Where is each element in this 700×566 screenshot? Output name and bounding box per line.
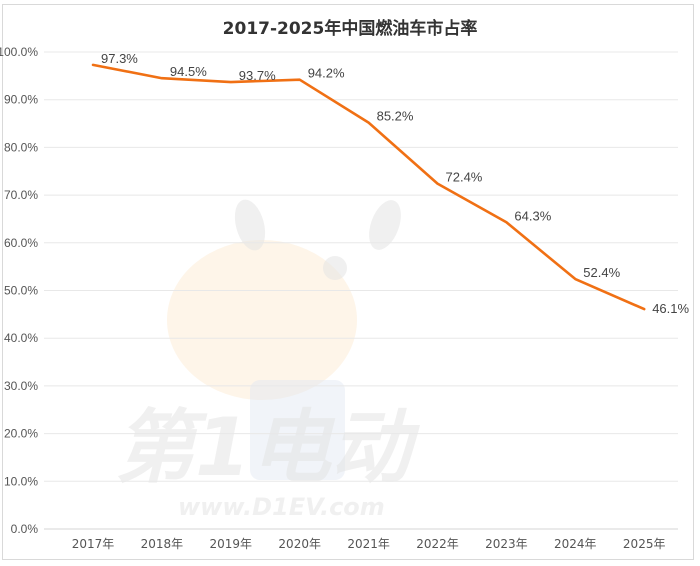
x-tick-label: 2019年 — [210, 537, 253, 551]
chart-frame — [2, 4, 694, 560]
y-tick-label: 70.0% — [4, 188, 38, 202]
data-label: 85.2% — [377, 109, 414, 124]
x-tick-label: 2021年 — [347, 537, 390, 551]
x-axis: 2017年 2018年 2019年 2020年 2021年 2022年 2023年 2024年… — [72, 537, 666, 551]
y-tick-label: 10.0% — [4, 474, 38, 488]
mascot-head-icon — [167, 240, 357, 400]
watermark: 第1电动 www.D1EV.com — [115, 199, 421, 521]
data-labels: 97.3% 94.5% 93.7% 94.2% 85.2% 72.4% 64.3% 52.4%… — [101, 51, 690, 316]
data-label: 52.4% — [583, 265, 620, 280]
x-tick-label: 2020年 — [278, 537, 321, 551]
y-tick-label: 20.0% — [4, 427, 38, 441]
y-tick-label: 50.0% — [4, 284, 38, 298]
gridlines — [44, 51, 678, 530]
watermark-brand: 第1电动 — [115, 401, 421, 494]
y-axis: 0.0% 10.0% 20.0% 30.0% 40.0% 50.0% 60.0% 70.0% 8… — [0, 45, 38, 536]
y-tick-label: 90.0% — [4, 93, 38, 107]
y-tick-label: 60.0% — [4, 236, 38, 250]
data-label: 94.2% — [308, 66, 345, 81]
x-tick-label: 2017年 — [72, 537, 115, 551]
y-tick-label: 40.0% — [4, 331, 38, 345]
y-tick-label: 100.0% — [0, 45, 38, 59]
x-tick-label: 2024年 — [554, 537, 597, 551]
data-label: 94.5% — [170, 64, 207, 79]
x-tick-label: 2022年 — [416, 537, 459, 551]
y-tick-label: 80.0% — [4, 140, 38, 154]
y-tick-label: 30.0% — [4, 379, 38, 393]
series-line — [91, 63, 646, 311]
x-tick-label: 2025年 — [623, 537, 666, 551]
data-label: 64.3% — [514, 208, 551, 223]
mascot-body-icon — [250, 380, 345, 480]
chart-title: 2017-2025年中国燃油车市占率 — [222, 19, 478, 39]
watermark-url: www.D1EV.com — [178, 493, 385, 521]
x-tick-label: 2023年 — [485, 537, 528, 551]
data-label: 72.4% — [446, 170, 483, 185]
data-label: 93.7% — [239, 68, 276, 83]
data-label: 46.1% — [652, 301, 689, 316]
x-tick-label: 2018年 — [141, 537, 184, 551]
y-tick-label: 0.0% — [11, 522, 39, 536]
data-label: 97.3% — [101, 51, 138, 66]
